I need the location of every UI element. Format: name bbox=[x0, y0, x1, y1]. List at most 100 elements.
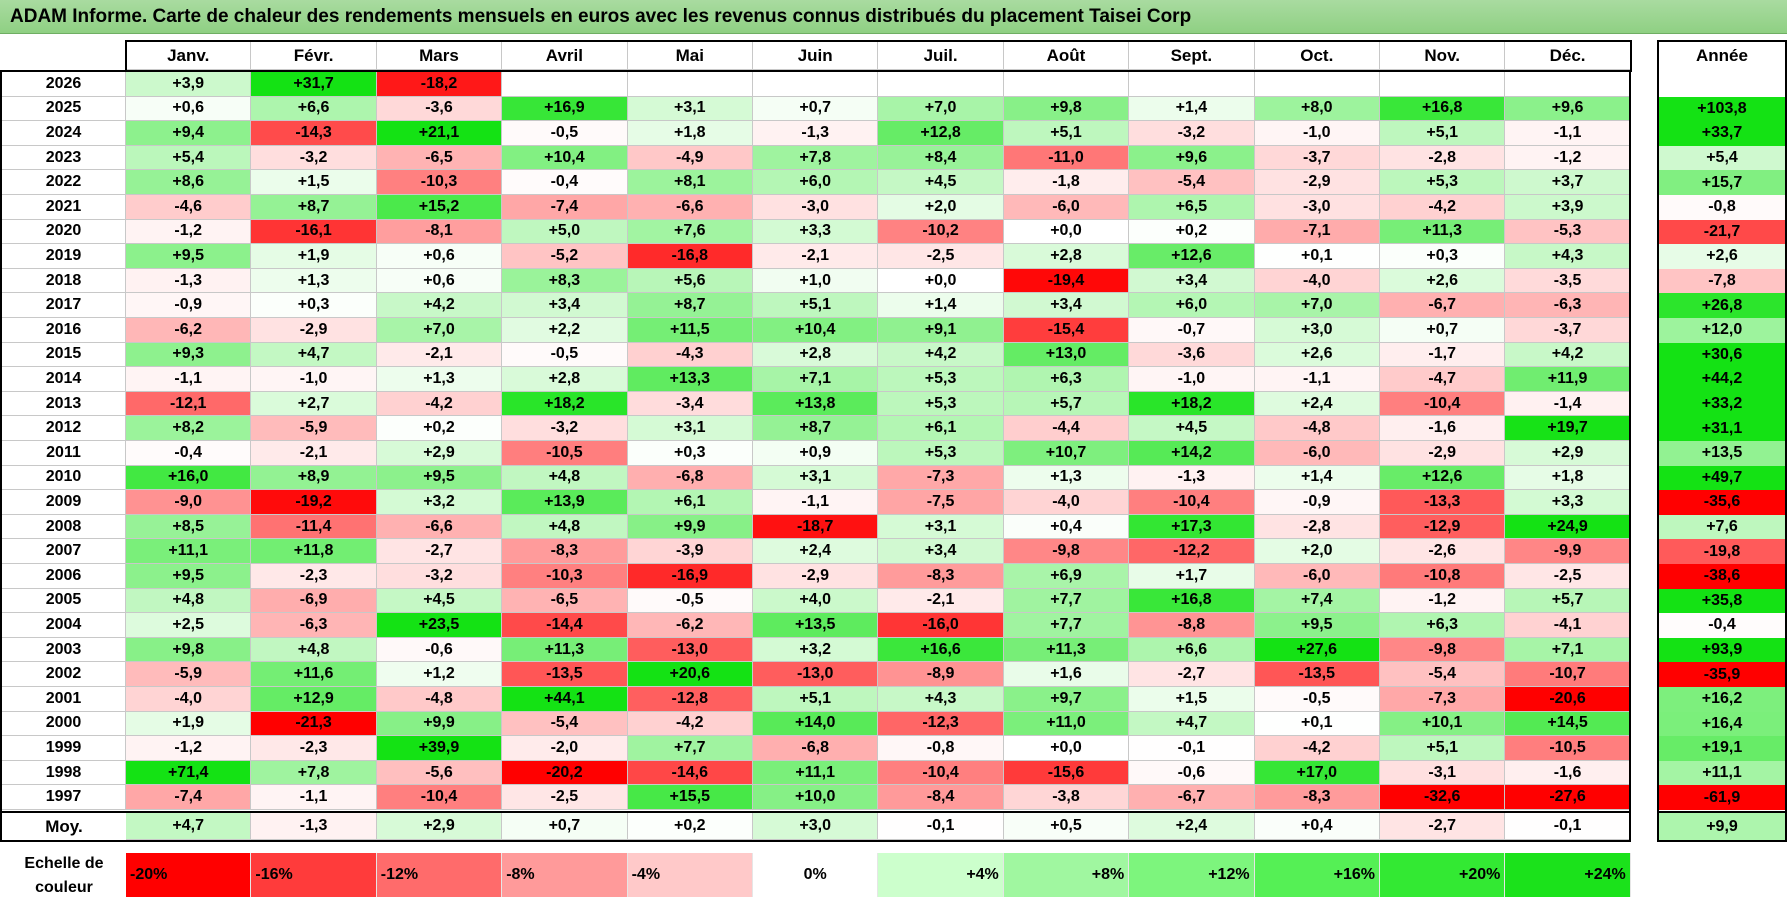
annual-cell: +19,1 bbox=[1659, 736, 1785, 761]
heatmap-cell: -2,9 bbox=[251, 318, 377, 343]
legend-swatch: +16% bbox=[1254, 853, 1380, 897]
heatmap-cell: -10,5 bbox=[502, 441, 628, 466]
average-cell: +2,4 bbox=[1129, 813, 1255, 840]
heatmap-cell: +4,5 bbox=[376, 588, 503, 614]
month-header: Juin bbox=[753, 42, 879, 70]
heatmap-cell: -8,3 bbox=[878, 564, 1004, 589]
heatmap-cell: +6,9 bbox=[1003, 564, 1130, 589]
heatmap-cell: +6,1 bbox=[878, 416, 1004, 441]
heatmap-cell: +0,6 bbox=[376, 244, 503, 269]
annual-cell: -35,6 bbox=[1659, 490, 1785, 515]
heatmap-cell: +16,6 bbox=[878, 637, 1004, 663]
heatmap-cell: -0,9 bbox=[1254, 490, 1380, 515]
heatmap-cell: +5,6 bbox=[627, 268, 753, 294]
year-label: 1998 bbox=[2, 760, 126, 786]
heatmap-cell: -6,5 bbox=[502, 588, 628, 614]
heatmap-cell: -0,4 bbox=[502, 170, 628, 195]
heatmap-cell: +71,4 bbox=[126, 760, 252, 786]
heatmap-cell: -9,8 bbox=[1380, 637, 1506, 663]
year-label: 2026 bbox=[2, 72, 126, 97]
heatmap-cell: -16,1 bbox=[251, 219, 377, 245]
heatmap-cell: -0,4 bbox=[126, 441, 252, 466]
heatmap-cell: +11,0 bbox=[1003, 711, 1130, 737]
heatmap-cell: -11,4 bbox=[251, 514, 377, 540]
heatmap-cell: +7,7 bbox=[1003, 588, 1130, 614]
heatmap-cell: +27,6 bbox=[1254, 637, 1380, 663]
heatmap-cell: +12,6 bbox=[1380, 465, 1506, 491]
heatmap-cell: -7,1 bbox=[1254, 219, 1380, 245]
heatmap-cell: +9,8 bbox=[126, 637, 252, 663]
heatmap-cell: -10,2 bbox=[878, 219, 1004, 245]
heatmap-cell: -4,2 bbox=[1380, 195, 1506, 220]
annual-cell: +35,8 bbox=[1659, 588, 1785, 614]
heatmap-cell: -2,9 bbox=[1254, 170, 1380, 195]
heatmap-cell: -15,6 bbox=[1003, 760, 1130, 786]
heatmap-cell: +3,4 bbox=[502, 293, 628, 318]
year-label: 2006 bbox=[2, 564, 126, 589]
heatmap-cell: +1,4 bbox=[1254, 465, 1380, 491]
heatmap-cell: -1,2 bbox=[1505, 145, 1631, 171]
legend-swatch: +24% bbox=[1505, 853, 1631, 897]
month-header: Déc. bbox=[1505, 42, 1631, 70]
heatmap-cell: -10,7 bbox=[1505, 662, 1631, 687]
heatmap-cell: +0,4 bbox=[1003, 514, 1130, 540]
annual-cell: -7,8 bbox=[1659, 268, 1785, 294]
heatmap-cell: +4,8 bbox=[126, 588, 252, 614]
heatmap-cell: -4,2 bbox=[376, 391, 503, 417]
month-header: Oct. bbox=[1254, 42, 1380, 70]
heatmap-cell: -3,6 bbox=[1129, 342, 1255, 368]
page-title: ADAM Informe. Carte de chaleur des rende… bbox=[10, 6, 1192, 27]
heatmap-cell: +3,9 bbox=[1505, 195, 1631, 220]
heatmap-cell: +5,3 bbox=[878, 367, 1004, 392]
heatmap-cell: -3,2 bbox=[376, 564, 503, 589]
heatmap-cell: -3,1 bbox=[1380, 760, 1506, 786]
heatmap-cell: +9,5 bbox=[126, 564, 252, 589]
heatmap-cell: +10,1 bbox=[1380, 711, 1506, 737]
heatmap-cell: +2,4 bbox=[753, 539, 879, 564]
heatmap-cell: +10,0 bbox=[753, 785, 879, 810]
year-label: 2019 bbox=[2, 244, 126, 269]
annual-cell: -38,6 bbox=[1659, 564, 1785, 589]
heatmap-cell: +0,6 bbox=[376, 268, 503, 294]
annual-cell: +93,9 bbox=[1659, 637, 1785, 663]
heatmap-cell: +16,8 bbox=[1129, 588, 1255, 614]
heatmap-cell: -5,4 bbox=[502, 711, 628, 737]
heatmap-cell: -5,9 bbox=[251, 416, 377, 441]
heatmap-cell: +24,9 bbox=[1505, 514, 1631, 540]
heatmap-cell: +3,3 bbox=[753, 219, 879, 245]
heatmap-cell: +4,0 bbox=[753, 588, 879, 614]
heatmap-cell: +3,3 bbox=[1505, 490, 1631, 515]
legend-swatch: +20% bbox=[1380, 853, 1506, 897]
heatmap-cell: -8,4 bbox=[878, 785, 1004, 810]
heatmap-cell: +17,0 bbox=[1254, 760, 1380, 786]
heatmap-cell: +2,8 bbox=[502, 367, 628, 392]
average-cell: +0,2 bbox=[627, 813, 753, 840]
heatmap-cell: -2,8 bbox=[1254, 514, 1380, 540]
heatmap-cell: +9,8 bbox=[1003, 96, 1130, 122]
heatmap-cell: +1,9 bbox=[126, 711, 252, 737]
average-cell: +2,9 bbox=[376, 813, 503, 840]
year-label: 2004 bbox=[2, 613, 126, 638]
heatmap-cell: +16,9 bbox=[502, 96, 628, 122]
legend-swatch: +4% bbox=[878, 853, 1004, 897]
heatmap-cell: -9,9 bbox=[1505, 539, 1631, 564]
heatmap-cell: +8,2 bbox=[126, 416, 252, 441]
heatmap-cell: -6,9 bbox=[251, 588, 377, 614]
year-label: 2021 bbox=[2, 195, 126, 220]
heatmap-cell: +11,8 bbox=[251, 539, 377, 564]
heatmap-cell: -6,7 bbox=[1380, 293, 1506, 318]
annual-cell: +16,2 bbox=[1659, 687, 1785, 712]
heatmap-cell: +31,7 bbox=[251, 72, 377, 97]
heatmap-cell: +1,5 bbox=[1129, 687, 1255, 712]
heatmap-cell: -1,7 bbox=[1380, 342, 1506, 368]
heatmap-cell: -10,3 bbox=[502, 564, 628, 589]
legend-swatch: +8% bbox=[1003, 853, 1130, 897]
heatmap-cell: -2,8 bbox=[1380, 145, 1506, 171]
heatmap-cell: +1,9 bbox=[251, 244, 377, 269]
legend-label-line2: couleur bbox=[35, 879, 93, 896]
heatmap-cell: -14,3 bbox=[251, 121, 377, 146]
heatmap-cell: +6,5 bbox=[1129, 195, 1255, 220]
legend-swatch: 0% bbox=[753, 853, 879, 897]
heatmap-cell: -1,4 bbox=[1505, 391, 1631, 417]
heatmap-cell: -4,0 bbox=[1003, 490, 1130, 515]
